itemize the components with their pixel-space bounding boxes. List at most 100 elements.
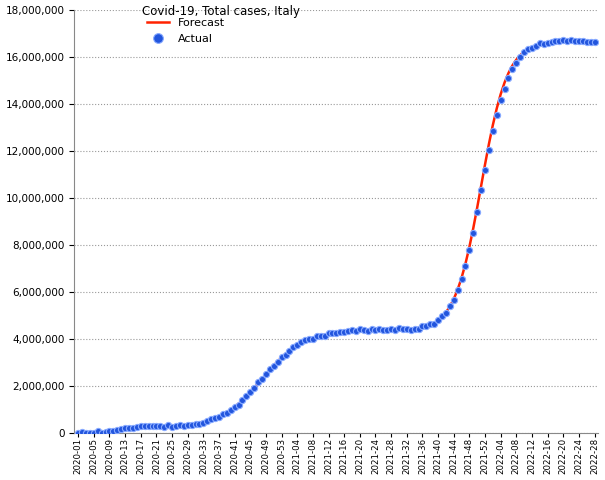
Point bbox=[519, 48, 529, 56]
Point bbox=[351, 327, 361, 335]
Point bbox=[555, 37, 564, 45]
Point bbox=[488, 127, 498, 135]
Point bbox=[527, 44, 537, 52]
Point bbox=[449, 296, 459, 304]
Point bbox=[531, 42, 541, 49]
Point bbox=[152, 422, 162, 430]
Point bbox=[265, 365, 275, 372]
Point bbox=[473, 208, 482, 216]
Point bbox=[316, 332, 325, 339]
Point bbox=[226, 406, 235, 413]
Point bbox=[515, 53, 525, 61]
Point bbox=[441, 309, 451, 316]
Point bbox=[496, 96, 506, 103]
Point bbox=[343, 327, 353, 335]
Point bbox=[578, 37, 587, 45]
Point bbox=[136, 422, 146, 430]
Point bbox=[543, 39, 552, 47]
Point bbox=[155, 422, 165, 430]
Point bbox=[437, 312, 447, 320]
Point bbox=[511, 59, 521, 67]
Point bbox=[241, 392, 251, 400]
Point bbox=[105, 427, 114, 434]
Point bbox=[566, 36, 576, 44]
Point bbox=[457, 275, 466, 283]
Point bbox=[292, 341, 302, 349]
Point bbox=[402, 325, 411, 333]
Point bbox=[425, 320, 435, 328]
Point bbox=[269, 362, 279, 370]
Point bbox=[167, 423, 177, 431]
Point bbox=[195, 420, 204, 428]
Point bbox=[261, 370, 271, 378]
Point bbox=[523, 45, 533, 53]
Point bbox=[85, 429, 95, 437]
Point bbox=[81, 429, 91, 436]
Point bbox=[417, 322, 427, 330]
Point bbox=[163, 421, 173, 429]
Point bbox=[414, 325, 424, 333]
Point bbox=[312, 333, 322, 340]
Point bbox=[77, 428, 87, 436]
Point bbox=[159, 423, 169, 431]
Point bbox=[422, 323, 431, 330]
Point bbox=[453, 287, 462, 294]
Point bbox=[394, 324, 404, 332]
Point bbox=[108, 427, 118, 435]
Point bbox=[551, 37, 560, 45]
Point bbox=[144, 422, 154, 430]
Point bbox=[175, 421, 185, 429]
Point bbox=[508, 65, 517, 72]
Point bbox=[492, 111, 502, 119]
Point bbox=[132, 424, 142, 432]
Point bbox=[406, 326, 416, 334]
Point bbox=[590, 38, 600, 46]
Point bbox=[289, 344, 298, 351]
Point bbox=[198, 419, 208, 427]
Point bbox=[100, 428, 110, 436]
Point bbox=[374, 325, 384, 333]
Point bbox=[238, 396, 247, 404]
Point bbox=[500, 85, 509, 93]
Point bbox=[273, 358, 283, 366]
Point bbox=[430, 320, 439, 327]
Point bbox=[97, 429, 106, 437]
Point bbox=[503, 74, 513, 82]
Point bbox=[300, 336, 310, 344]
Point bbox=[320, 332, 330, 339]
Point bbox=[586, 38, 595, 46]
Point bbox=[179, 422, 189, 430]
Point bbox=[222, 409, 232, 417]
Point bbox=[124, 424, 134, 432]
Point bbox=[347, 326, 357, 334]
Point bbox=[73, 429, 83, 437]
Point bbox=[379, 326, 388, 334]
Point bbox=[433, 316, 443, 324]
Point bbox=[445, 302, 454, 310]
Point bbox=[359, 326, 368, 334]
Point bbox=[339, 328, 349, 336]
Point bbox=[296, 338, 306, 346]
Point bbox=[390, 326, 400, 334]
Point bbox=[304, 335, 314, 343]
Point bbox=[410, 325, 419, 333]
Point bbox=[191, 420, 200, 428]
Point bbox=[284, 347, 294, 355]
Point bbox=[120, 424, 130, 432]
Point bbox=[324, 329, 333, 337]
Point bbox=[214, 413, 224, 420]
Point bbox=[363, 327, 373, 335]
Point bbox=[355, 325, 365, 333]
Point bbox=[93, 428, 103, 435]
Point bbox=[276, 353, 286, 360]
Point bbox=[371, 326, 381, 334]
Point bbox=[582, 38, 592, 46]
Point bbox=[128, 424, 138, 432]
Point bbox=[558, 36, 568, 44]
Point bbox=[89, 429, 99, 437]
Point bbox=[484, 146, 494, 154]
Point bbox=[253, 378, 263, 386]
Point bbox=[257, 375, 267, 383]
Point bbox=[187, 421, 197, 429]
Point bbox=[218, 410, 227, 418]
